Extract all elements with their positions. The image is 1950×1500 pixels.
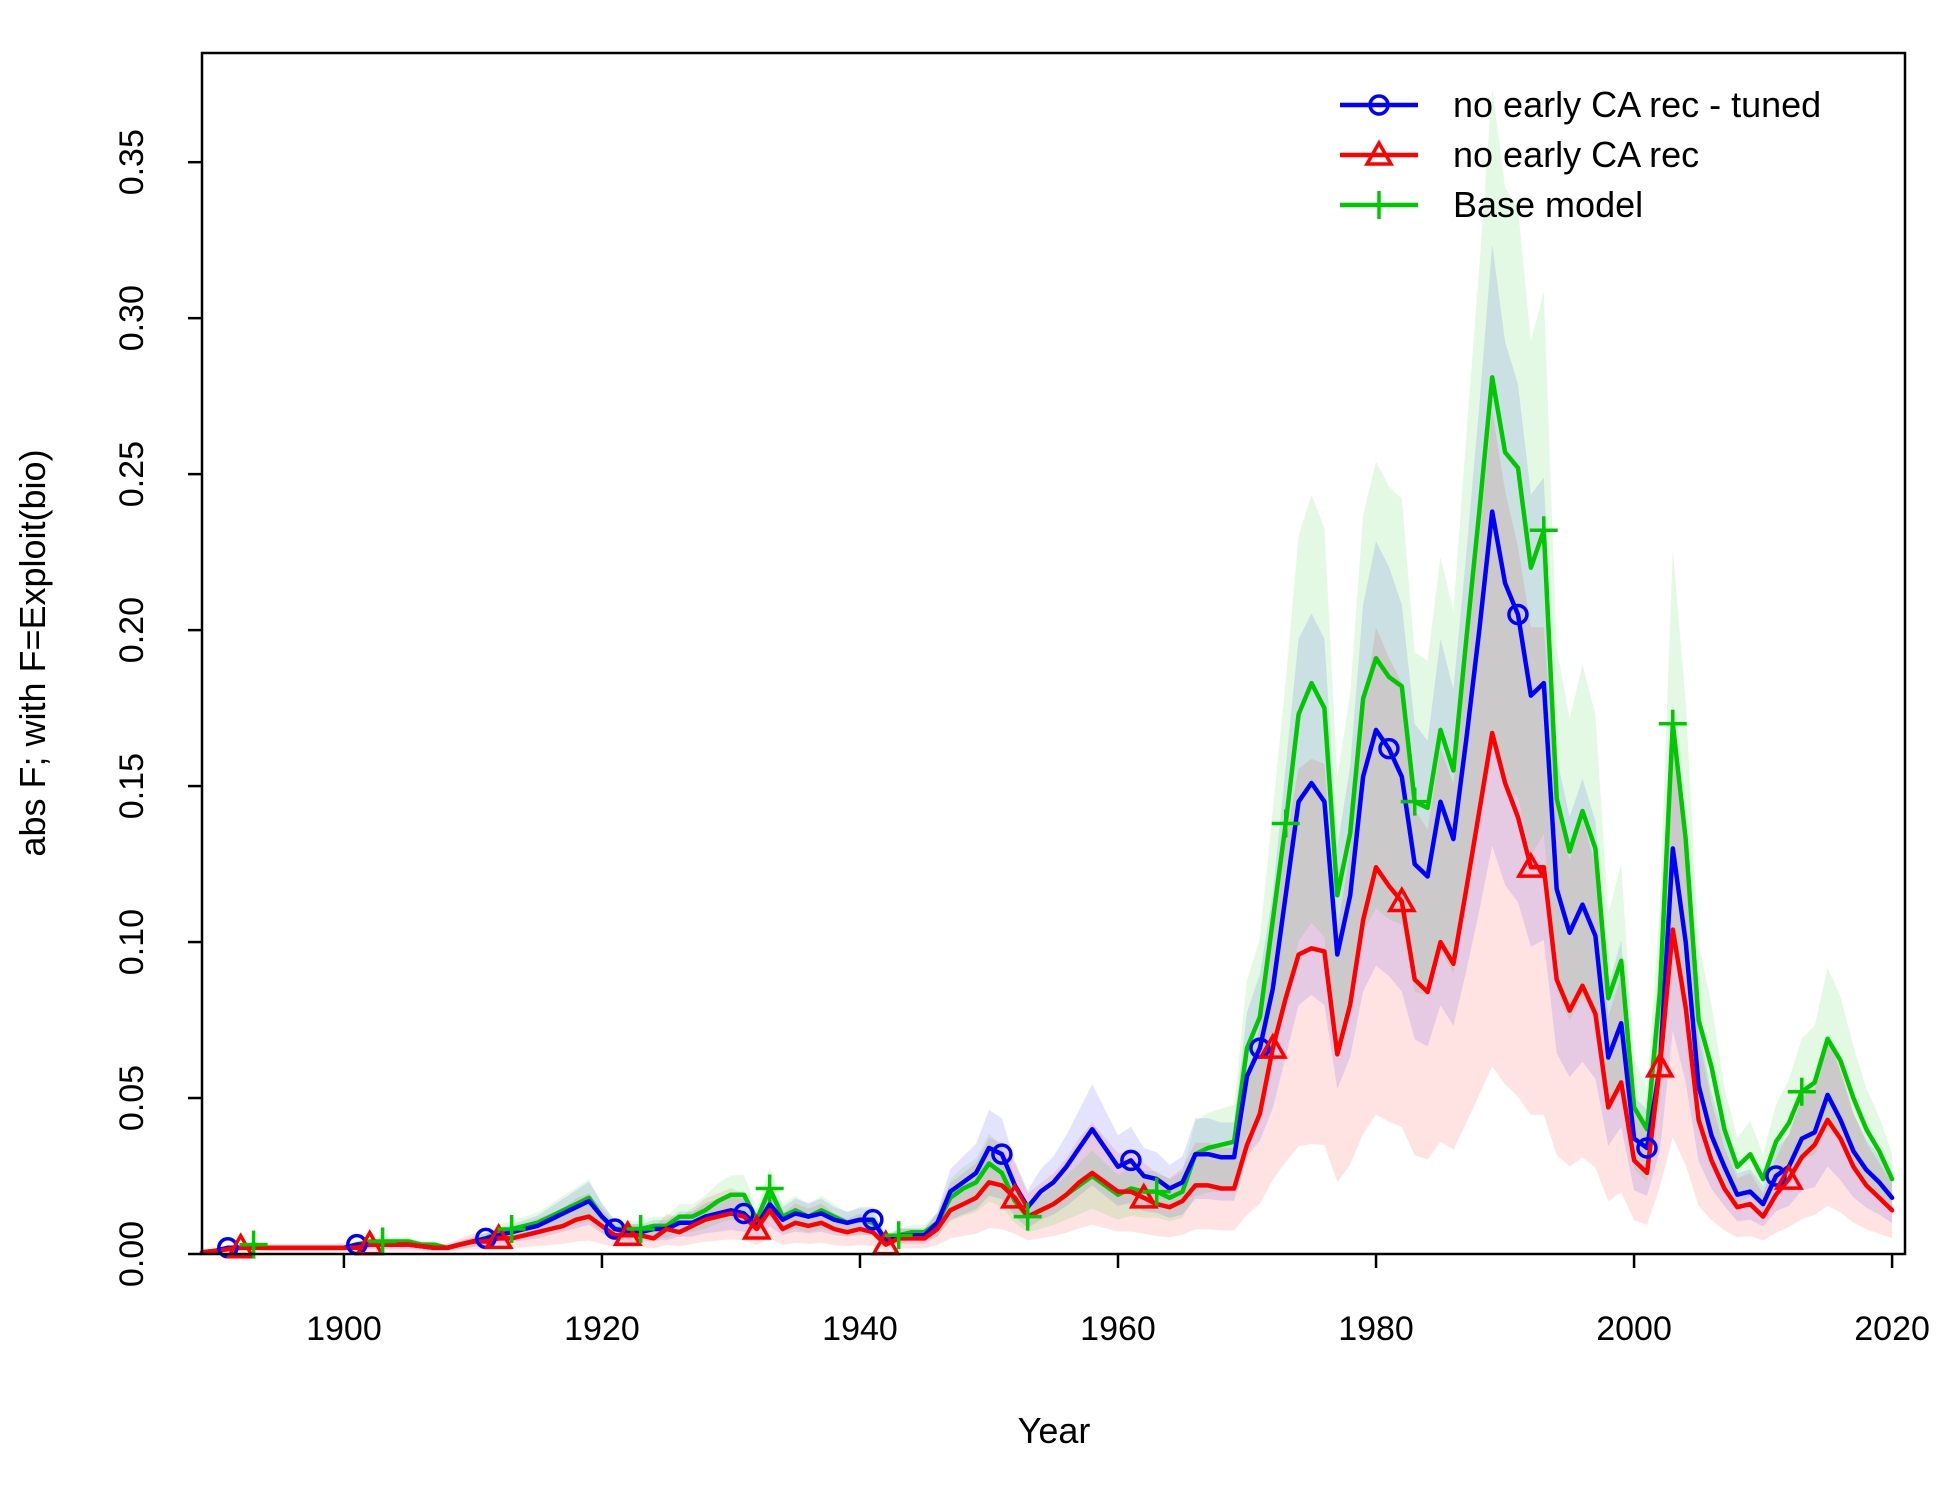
marker-no-early-ca-rec — [1386, 885, 1417, 913]
x-tick-label: 1900 — [306, 1310, 382, 1348]
legend-label: no early CA rec — [1453, 134, 1699, 175]
marker-no-early-ca-rec — [483, 1222, 514, 1250]
legend-entry-base-model: Base model — [1340, 184, 1643, 225]
marker-no-early-ca-rec-tuned — [1378, 737, 1400, 760]
plot-frame — [200, 51, 1907, 1256]
legend-entry-no-early-ca-rec: no early CA rec — [1340, 134, 1699, 175]
marker-no-early-ca-rec — [1773, 1163, 1804, 1190]
marker-no-early-ca-rec-tuned — [733, 1202, 755, 1225]
marker-no-early-ca-rec — [1257, 1032, 1288, 1059]
band-base-model — [202, 88, 1893, 1254]
series-markers — [217, 516, 1816, 1259]
band-no-early-ca-rec — [202, 410, 1893, 1254]
marker-base-model — [1013, 1202, 1042, 1231]
marker-no-early-ca-rec — [741, 1213, 772, 1240]
legend-marker — [1368, 94, 1390, 116]
legend-marker — [1363, 139, 1395, 166]
marker-base-model — [1787, 1077, 1816, 1106]
y-tick-label: 0.00 — [113, 1221, 151, 1287]
y-tick-label: 0.10 — [113, 909, 151, 975]
line-no-early-ca-rec-tuned — [199, 509, 1895, 1255]
marker-no-early-ca-rec-tuned — [1636, 1137, 1658, 1159]
x-tick-label: 2000 — [1596, 1310, 1672, 1348]
legend-label: Base model — [1453, 184, 1643, 225]
y-tick-label: 0.20 — [113, 597, 151, 663]
y-tick-label: 0.35 — [113, 129, 151, 195]
y-tick-label: 0.05 — [113, 1065, 151, 1131]
y-axis: 0.00 0.05 0.10 0.15 0.20 0.25 0.30 0.35 — [113, 129, 202, 1287]
legend: no early CA rec - tuned no early CA rec Ba… — [1340, 84, 1821, 225]
marker-base-model — [1142, 1177, 1171, 1206]
y-tick-label: 0.30 — [113, 285, 151, 351]
series-lines — [199, 375, 1895, 1255]
legend-label: no early CA rec - tuned — [1453, 84, 1821, 125]
marker-base-model — [884, 1221, 913, 1250]
legend-marker — [1365, 191, 1393, 219]
legend-entry-no-early-ca-rec-tuned: no early CA rec - tuned — [1340, 84, 1821, 125]
y-axis-title: abs F; with F=Exploit(bio) — [12, 449, 53, 856]
marker-base-model — [755, 1174, 784, 1203]
marker-no-early-ca-rec-tuned — [991, 1143, 1013, 1165]
marker-no-early-ca-rec-tuned — [862, 1208, 884, 1231]
x-axis-title: Year — [1018, 1410, 1091, 1451]
x-tick-label: 2020 — [1854, 1310, 1930, 1348]
marker-no-early-ca-rec — [999, 1182, 1030, 1209]
y-tick-label: 0.25 — [113, 441, 151, 507]
marker-base-model — [497, 1215, 526, 1244]
marker-no-early-ca-rec-tuned — [1507, 603, 1529, 626]
marker-no-early-ca-rec-tuned — [1120, 1149, 1142, 1172]
x-tick-label: 1920 — [564, 1310, 640, 1348]
marker-base-model — [1271, 809, 1300, 838]
marker-no-early-ca-rec — [612, 1219, 643, 1247]
line-no-early-ca-rec — [199, 730, 1895, 1255]
y-tick-label: 0.15 — [113, 753, 151, 819]
x-tick-label: 1960 — [1080, 1310, 1156, 1348]
marker-no-early-ca-rec — [1515, 851, 1546, 878]
marker-base-model — [1529, 516, 1558, 545]
x-tick-label: 1980 — [1338, 1310, 1414, 1348]
marker-base-model — [368, 1227, 397, 1256]
x-axis: 1900 1920 1940 1960 1980 2000 2020 — [306, 1254, 1930, 1348]
marker-base-model — [626, 1215, 655, 1244]
marker-base-model — [1658, 709, 1687, 738]
marker-no-early-ca-rec — [1644, 1051, 1675, 1078]
marker-base-model — [1400, 787, 1429, 816]
marker-no-early-ca-rec — [1128, 1182, 1159, 1209]
x-tick-label: 1940 — [822, 1310, 898, 1348]
